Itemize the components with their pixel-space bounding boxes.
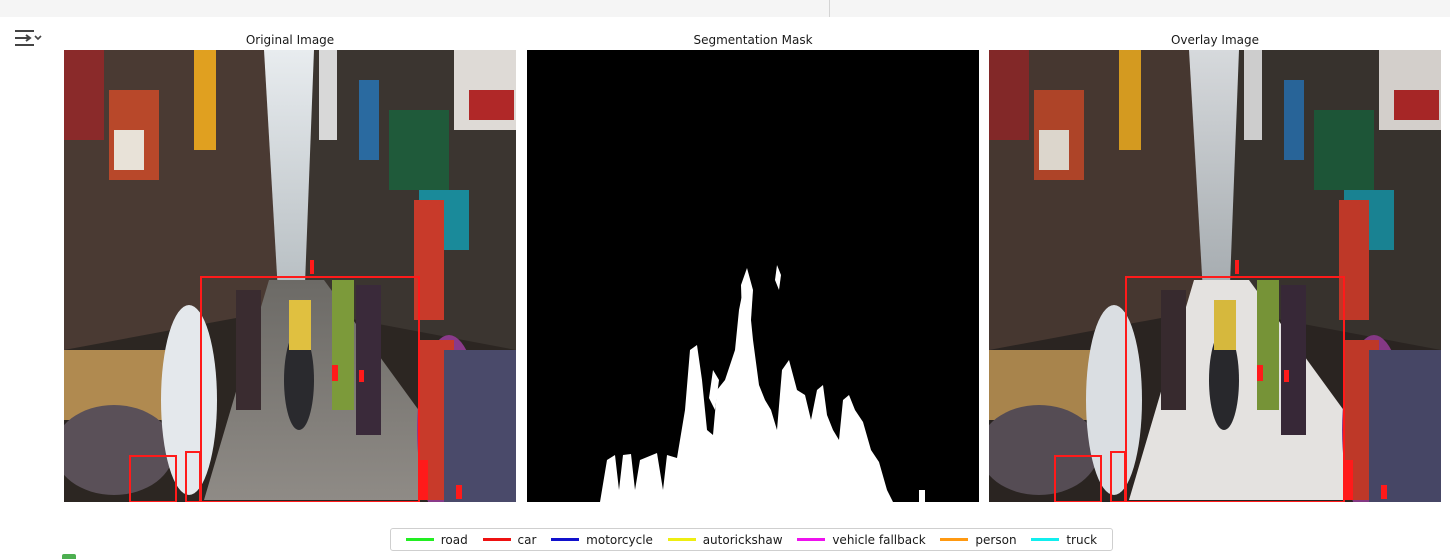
legend-label: person — [975, 532, 1017, 547]
legend-item: truck — [1031, 533, 1097, 547]
legend-swatch — [405, 538, 434, 541]
top-bar-divider — [829, 0, 830, 17]
legend-item: vehicle fallback — [797, 532, 926, 547]
status-indicator — [62, 554, 76, 559]
class-legend: road car motorcycle autorickshaw vehicle fal… — [390, 528, 1113, 551]
legend-swatch — [797, 538, 826, 541]
legend-item: motorcycle — [551, 533, 653, 547]
segmentation-mask-title: Segmentation Mask — [693, 33, 813, 47]
legend-label: truck — [1066, 532, 1098, 547]
original-image — [64, 50, 516, 502]
overlay-image-title: Overlay Image — [1170, 33, 1260, 47]
legend-label: autorickshaw — [702, 532, 783, 547]
overlay-image — [989, 50, 1441, 502]
original-image-title: Original Image — [245, 33, 335, 47]
legend-item: road — [405, 532, 468, 547]
legend-swatch — [667, 538, 696, 541]
legend-label: motorcycle — [586, 532, 653, 547]
legend-item: car — [482, 532, 537, 547]
output-settings-icon[interactable] — [12, 27, 42, 51]
legend-swatch — [482, 538, 511, 541]
legend-item: autorickshaw — [667, 532, 783, 547]
segmentation-mask — [527, 50, 979, 502]
legend-swatch — [551, 538, 580, 541]
legend-label: road — [440, 532, 468, 547]
legend-swatch — [1031, 538, 1060, 541]
legend-label: car — [517, 532, 537, 547]
legend-swatch — [940, 538, 969, 541]
legend-item: person — [940, 532, 1017, 547]
top-bar — [0, 0, 1450, 17]
legend-label: vehicle fallback — [832, 532, 926, 547]
